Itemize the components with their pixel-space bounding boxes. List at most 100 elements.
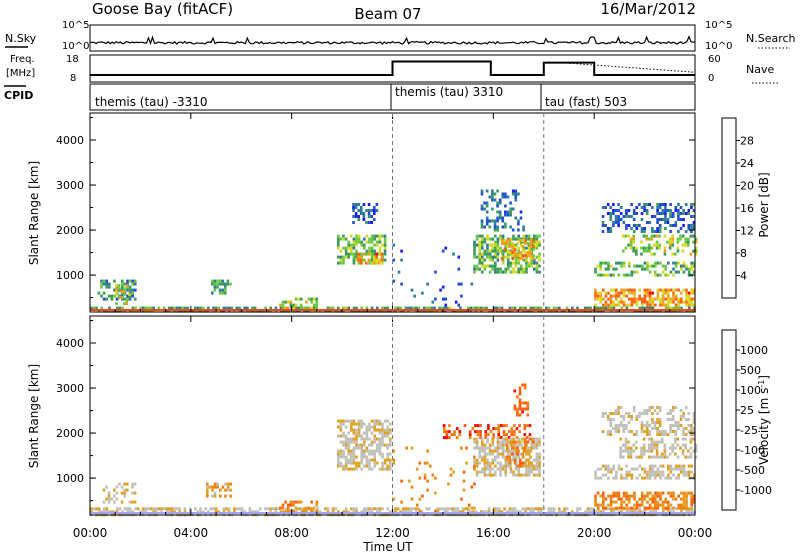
echo-cell — [674, 224, 678, 227]
echo-cell — [458, 433, 462, 437]
echo-cell — [676, 443, 680, 447]
echo-cell — [682, 309, 686, 311]
echo-cell — [105, 512, 109, 514]
echo-cell — [651, 264, 654, 268]
echo-cell — [365, 434, 369, 438]
echo-cell — [628, 473, 631, 477]
echo-cell — [586, 306, 590, 310]
echo-cell — [168, 309, 171, 313]
echo-cell — [677, 473, 680, 477]
echo-cell — [612, 294, 615, 298]
echo-cell — [481, 243, 484, 247]
echo-cell — [274, 309, 278, 313]
echo-cell — [355, 428, 358, 432]
echo-cell — [675, 507, 678, 511]
time-x-ticks: 00:00 04:00 08:00 12:00 16:00 20:00 00:00 — [73, 113, 712, 540]
colorbar-tick-label: -500 — [740, 464, 765, 477]
echo-cell — [494, 240, 497, 244]
echo-cell — [628, 261, 631, 265]
echo-cell — [310, 500, 313, 504]
echo-cell — [609, 503, 613, 507]
echo-cell — [105, 497, 108, 501]
echo-cell — [527, 446, 531, 450]
echo-cell — [376, 449, 379, 453]
echo-cell — [558, 510, 561, 514]
echo-cell — [488, 270, 492, 274]
echo-cell — [650, 455, 654, 459]
echo-cell — [659, 476, 662, 480]
echo-cell — [125, 299, 129, 303]
echo-cell — [355, 434, 358, 438]
echo-cell — [604, 224, 607, 227]
echo-cell — [620, 473, 623, 477]
echo-cell — [344, 510, 348, 514]
echo-cell — [204, 309, 207, 313]
echo-cell — [211, 291, 214, 295]
echo-cell — [545, 309, 548, 311]
echo-cell — [687, 412, 691, 415]
y-tick-label: 2000 — [56, 224, 84, 237]
echo-cell — [100, 309, 103, 311]
echo-cell — [680, 297, 683, 301]
echo-cell — [238, 309, 241, 313]
echo-cell — [511, 452, 514, 456]
echo-cell — [490, 512, 493, 514]
echo-cell — [688, 512, 691, 514]
echo-cell — [489, 430, 493, 434]
echo-cell — [507, 464, 510, 468]
echo-cell — [226, 279, 230, 283]
echo-cell — [635, 252, 638, 256]
echo-cell — [525, 258, 528, 262]
echo-cell — [347, 461, 350, 465]
echo-cell — [677, 212, 680, 215]
echo-cell — [160, 512, 163, 514]
echo-cell — [594, 473, 597, 477]
echo-cell — [299, 297, 303, 301]
echo-cell — [316, 309, 319, 311]
echo-cell — [499, 267, 502, 271]
echo-cell — [461, 512, 465, 514]
echo-cell — [635, 500, 639, 504]
echo-cell — [674, 303, 678, 307]
echo-cell — [303, 309, 306, 313]
y-tick-label: 2000 — [56, 427, 84, 440]
echo-cell — [173, 309, 176, 311]
echo-cell — [505, 446, 509, 450]
echo-cell — [329, 309, 332, 311]
echo-cell — [526, 507, 530, 511]
echo-cell — [537, 309, 540, 313]
echo-cell — [667, 476, 670, 480]
echo-cell — [648, 433, 652, 436]
echo-cell — [640, 430, 644, 433]
echo-cell — [685, 303, 688, 307]
echo-cell — [121, 309, 124, 311]
echo-cell — [690, 227, 693, 230]
echo-cell — [218, 291, 222, 295]
echo-cell — [363, 422, 366, 426]
echo-cell — [478, 246, 481, 250]
echo-cell — [342, 246, 345, 250]
echo-cell — [485, 309, 488, 311]
echo-cell — [417, 306, 421, 310]
echo-cell — [526, 424, 529, 428]
echo-cell — [417, 309, 421, 313]
echo-cell — [555, 306, 558, 310]
echo-cell — [694, 252, 698, 256]
echo-cell — [625, 494, 628, 498]
echo-cell — [344, 512, 348, 514]
echo-cell — [687, 267, 691, 271]
echo-cell — [525, 464, 528, 468]
echo-cell — [628, 297, 631, 301]
echo-cell — [339, 455, 343, 459]
echo-cell — [253, 306, 257, 310]
echo-cell — [483, 258, 487, 262]
echo-cell — [360, 419, 363, 423]
echo-cell — [313, 306, 317, 310]
echo-cell — [689, 440, 693, 444]
echo-cell — [509, 467, 513, 471]
echo-cell — [563, 512, 566, 514]
echo-cell — [527, 261, 531, 265]
echo-cell — [339, 464, 343, 468]
echo-cell — [191, 309, 194, 311]
